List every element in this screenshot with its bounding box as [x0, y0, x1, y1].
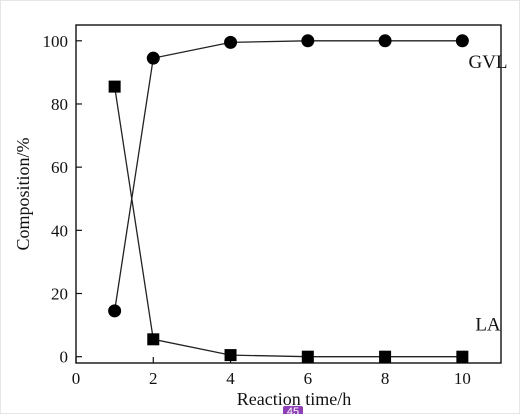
x-tick-label: 8 — [381, 369, 390, 388]
point-gvl — [301, 34, 315, 48]
plot-frame — [75, 24, 502, 364]
x-tick-label: 10 — [454, 369, 471, 388]
point-la — [456, 350, 469, 363]
point-gvl — [108, 304, 122, 318]
y-tick-label: 0 — [60, 348, 69, 367]
series-line-la — [113, 86, 463, 358]
x-tick-label: 6 — [304, 369, 313, 388]
x-tick-label: 2 — [149, 369, 158, 388]
series-markers — [108, 34, 469, 363]
point-la — [108, 80, 121, 93]
page-number-badge: 45 — [283, 406, 303, 414]
y-tick-label: 80 — [51, 95, 68, 114]
page-number-badge-background — [283, 406, 303, 414]
y-tick-label: 20 — [51, 285, 68, 304]
page-number-badge-label: 45 — [287, 406, 299, 414]
point-la — [301, 350, 314, 363]
point-gvl — [146, 51, 160, 65]
y-tick-label: 40 — [51, 221, 68, 240]
point-la — [379, 350, 392, 363]
series-lines — [113, 40, 463, 358]
y-tick-label: 60 — [51, 158, 68, 177]
series-line-gvl — [113, 40, 463, 311]
y-tick-label: 100 — [43, 32, 69, 51]
series-label-la: LA — [475, 315, 501, 336]
x-tick-label: 4 — [226, 369, 235, 388]
x-axis-title: Reaction time/h — [237, 389, 351, 409]
point-gvl — [455, 34, 469, 48]
point-la — [147, 333, 160, 346]
point-la — [224, 349, 237, 362]
x-tick-label: 0 — [72, 369, 81, 388]
y-axis-title: Composition/% — [13, 137, 33, 250]
series-labels: GVL LA — [468, 52, 507, 336]
series-label-gvl: GVL — [468, 52, 507, 73]
point-gvl — [378, 34, 392, 48]
point-gvl — [224, 35, 238, 49]
